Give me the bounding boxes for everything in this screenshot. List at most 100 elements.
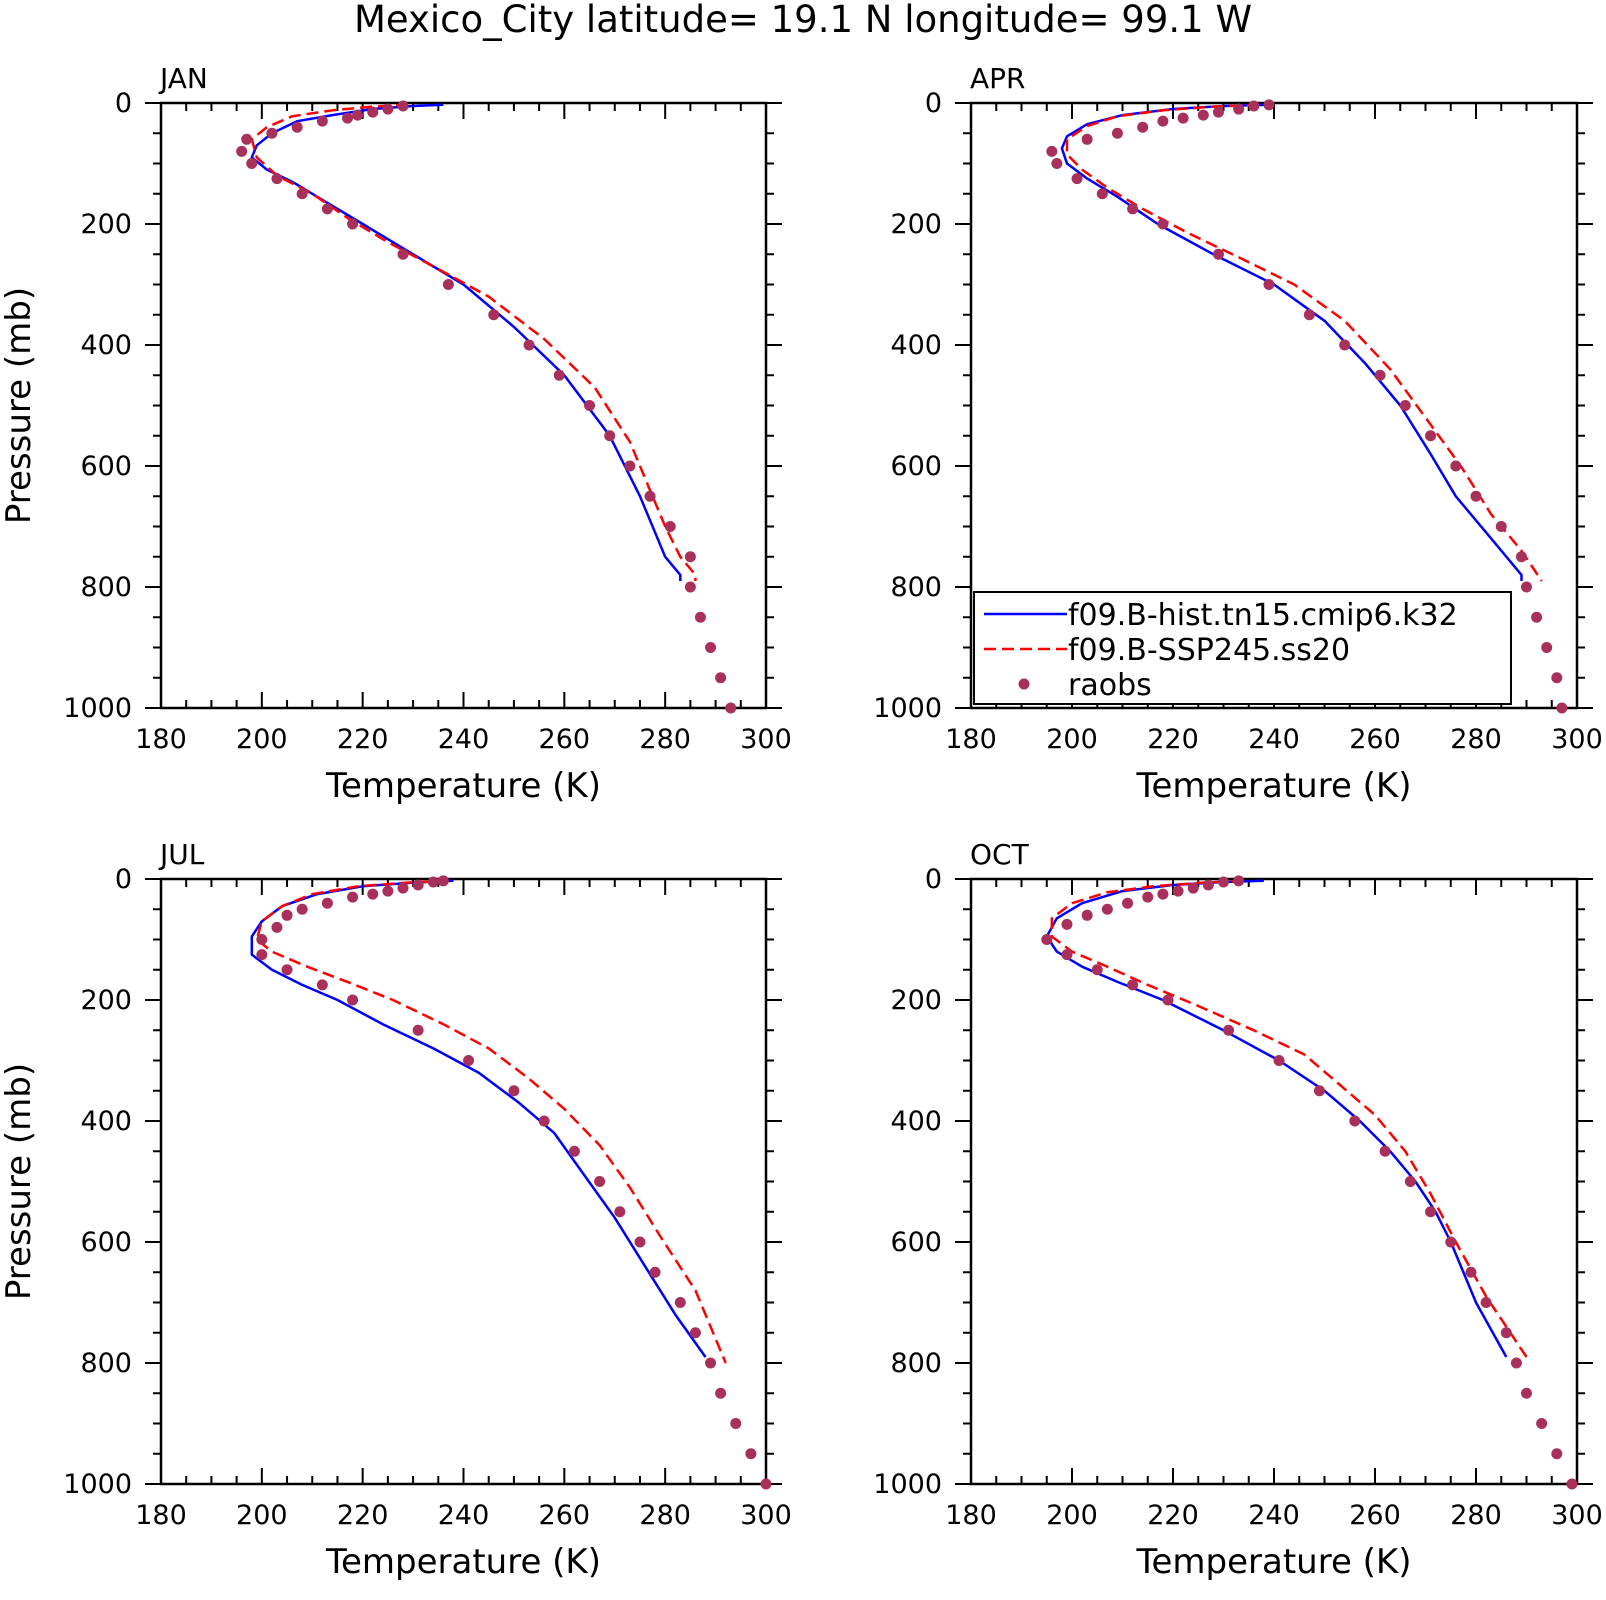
y-tick-label: 1000 [63,693,132,724]
raobs-point [1425,1206,1437,1218]
series-line-hist [250,103,682,581]
raobs-point [1450,460,1462,472]
raobs-point [1127,203,1139,215]
raobs-point [649,1266,661,1278]
raobs-point [1374,369,1386,381]
y-axis-label: Pressure (mb) [0,287,39,524]
raobs-point [1404,1176,1416,1187]
raobs-point [689,1327,701,1339]
raobs-point [347,218,359,230]
x-tick-label: 280 [639,1500,691,1531]
raobs-point [725,702,737,714]
series-line-hist [1045,879,1508,1358]
raobs-point [316,115,328,127]
raobs-point [760,1478,772,1490]
y-tick-label: 800 [80,1348,132,1379]
raobs-point [584,400,596,411]
raobs-point [1157,218,1169,230]
raobs-point [1510,1357,1522,1369]
raobs-point [291,121,303,133]
y-tick-label: 0 [115,88,132,119]
x-tick-label: 220 [1147,724,1199,755]
raobs-point [1556,702,1568,714]
x-tick-label: 200 [1046,1500,1098,1531]
raobs-point [1172,885,1184,897]
y-tick-label: 600 [890,1227,942,1258]
raobs-point [1566,1478,1578,1490]
raobs-point [1445,1236,1457,1248]
x-axis-label: Temperature (K) [1135,1542,1411,1582]
raobs-point [1197,109,1209,121]
y-tick-label: 200 [890,985,942,1016]
tick-marks [145,102,782,709]
raobs-point [321,897,333,909]
raobs-point [1177,112,1189,124]
y-tick-label: 600 [80,451,132,482]
legend: f09.B-hist.tn15.cmip6.k32f09.B-SSP245.ss… [973,591,1512,705]
panel-title: JUL [158,838,205,871]
raobs-point [1111,127,1123,139]
y-tick-label: 200 [80,985,132,1016]
raobs-point [1137,121,1149,133]
x-axis-label: Temperature (K) [1135,766,1411,806]
series-raobs [1041,875,1578,1490]
legend-swatch-raobs [1018,678,1030,690]
raobs-point [397,248,409,260]
x-tick-label: 220 [1147,1500,1199,1531]
series-line-ssp245 [1050,879,1528,1358]
series-line-hist [1060,103,1523,581]
plot-frame [969,877,1579,1486]
raobs-point [296,903,308,915]
raobs-point [1425,430,1437,442]
raobs-point [1051,158,1063,169]
raobs-point [427,876,439,888]
raobs-point [1157,115,1169,127]
raobs-point [1127,979,1139,991]
raobs-point [1223,1024,1235,1036]
y-tick-label: 200 [890,209,942,240]
raobs-point [397,882,409,894]
raobs-point [281,964,293,976]
raobs-point [1551,1448,1563,1460]
raobs-point [367,106,379,118]
raobs-point [1495,521,1507,532]
raobs-point [1157,888,1169,900]
panels: JAN 180 200 220 240 260 280 300 0 200 400 600 800 100… [0,62,1603,1582]
raobs-point [1470,490,1482,502]
raobs-point [367,888,379,900]
raobs-point [1399,400,1411,411]
raobs-point [604,430,616,442]
raobs-point [1187,882,1199,894]
raobs-point [1081,133,1093,145]
x-tick-label: 220 [337,724,389,755]
x-tick-label: 260 [1349,1500,1401,1531]
raobs-point [1339,339,1351,351]
panel-jul: JUL 180 200 220 240 260 280 300 0 200 400 600 800 100… [0,838,792,1582]
y-tick-label: 0 [115,864,132,895]
tick-marks [145,878,782,1485]
series-raobs [1046,99,1568,714]
raobs-point [614,1206,626,1218]
raobs-point [1212,106,1224,118]
raobs-point [342,112,354,124]
raobs-point [634,1236,646,1248]
figure-title: Mexico_City latitude= 19.1 N longitude= … [354,0,1252,41]
x-tick-label: 240 [438,724,490,755]
x-tick-label: 180 [135,1500,187,1531]
x-tick-label: 260 [539,724,591,755]
y-tick-label: 0 [925,864,942,895]
raobs-point [241,133,253,145]
raobs-point [1303,309,1315,321]
raobs-point [715,672,727,684]
y-tick-label: 800 [890,572,942,603]
y-tick-label: 1000 [873,693,942,724]
raobs-point [1233,103,1245,115]
raobs-point [664,521,676,532]
raobs-point [1218,876,1229,888]
series-line-ssp245 [250,103,697,581]
raobs-point [347,891,359,903]
x-tick-label: 280 [1450,1500,1502,1531]
raobs-point [624,460,636,472]
x-axis-label: Temperature (K) [325,766,601,806]
